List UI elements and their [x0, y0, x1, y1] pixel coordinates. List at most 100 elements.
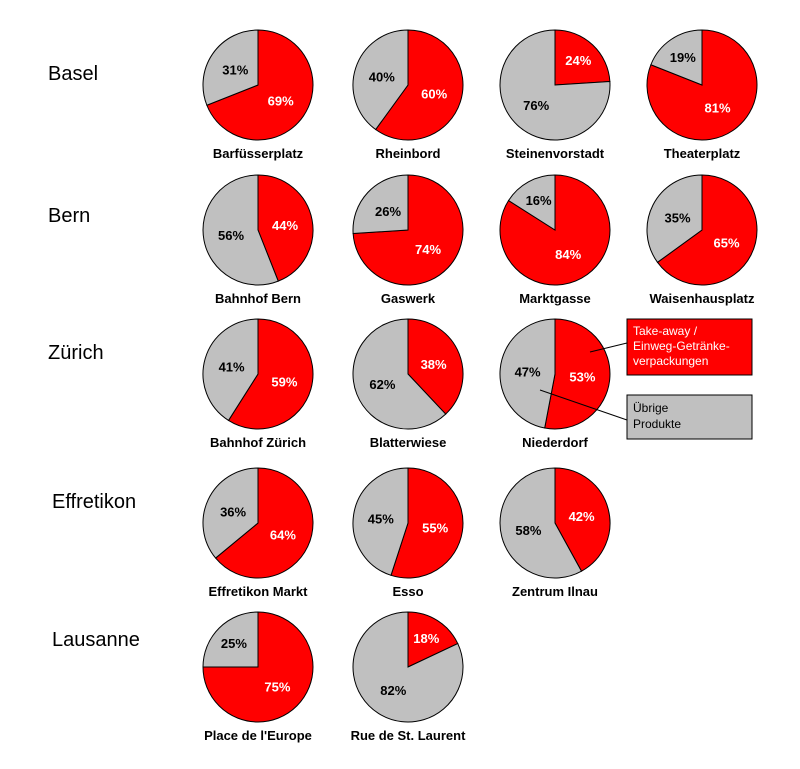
city-label-effretikon: Effretikon: [52, 491, 136, 513]
data-label-takeaway: 24%: [565, 53, 591, 68]
slice-other: [202, 29, 259, 106]
slice-other: [499, 467, 583, 579]
data-label-other: 25%: [221, 636, 247, 651]
slice-other: [507, 174, 556, 231]
slice-takeaway: [257, 174, 314, 282]
slice-takeaway: [544, 318, 611, 430]
site-label: Place de l'Europe: [204, 728, 312, 743]
data-label-takeaway: 64%: [270, 528, 296, 543]
pie-bahnhof-zurich: 59% 41% Bahnhof Zürich: [202, 318, 314, 450]
slice-other: [499, 318, 556, 429]
data-label-other: 26%: [375, 204, 401, 219]
data-label-takeaway: 65%: [713, 236, 739, 251]
slice-other: [202, 467, 259, 559]
slice-takeaway: [554, 467, 611, 572]
pie-marktgasse: 84% 16% Marktgasse: [499, 174, 611, 306]
data-label-takeaway: 74%: [415, 242, 441, 257]
site-label: Gaswerk: [381, 291, 436, 306]
pie-gaswerk: 74% 26% Gaswerk: [352, 174, 464, 306]
slice-other: [202, 318, 259, 422]
pie-blatterwiese: 38% 62% Blatterwiese: [352, 318, 464, 450]
slice-other: [202, 611, 259, 668]
data-label-other: 40%: [369, 70, 395, 85]
slice-other: [499, 29, 611, 141]
pie-zentrum-ilnau: 42% 58% Zentrum Ilnau: [499, 467, 611, 599]
data-label-takeaway: 81%: [704, 101, 730, 116]
slice-other: [202, 174, 279, 286]
data-label-other: 58%: [515, 523, 541, 538]
site-label: Effretikon Markt: [209, 584, 309, 599]
data-label-takeaway: 38%: [421, 357, 447, 372]
data-label-other: 31%: [222, 63, 248, 78]
pie-esso: 55% 45% Esso: [352, 467, 464, 599]
pie-theaterplatz: 81% 19% Theaterplatz: [646, 29, 758, 161]
data-label-takeaway: 84%: [555, 247, 581, 262]
pie-place-de-l-europe: 75% 25% Place de l'Europe: [202, 611, 314, 743]
site-label: Bahnhof Bern: [215, 291, 301, 306]
slice-takeaway: [214, 467, 314, 579]
legend-swatch-takeaway: [626, 318, 753, 376]
data-label-other: 56%: [218, 228, 244, 243]
slice-takeaway: [390, 467, 464, 579]
city-label-basel: Basel: [48, 63, 98, 85]
pie-steinenvorstadt: 24% 76% Steinenvorstadt: [499, 29, 611, 161]
pie-waisenhausplatz: 65% 35% Waisenhausplatz: [646, 174, 758, 306]
slice-takeaway: [407, 318, 464, 415]
site-label: Marktgasse: [519, 291, 591, 306]
data-label-other: 47%: [515, 364, 541, 379]
pie-rheinbord: 60% 40% Rheinbord: [352, 29, 464, 161]
pie-barfusserplatz: 69% 31% Barfüsserplatz: [202, 29, 314, 161]
pie-effretikon-markt: 64% 36% Effretikon Markt: [202, 467, 314, 599]
data-label-takeaway: 44%: [272, 218, 298, 233]
site-label: Zentrum Ilnau: [512, 584, 598, 599]
legend-label-takeaway: Einweg-Getränke-: [633, 339, 730, 353]
pie-bahnhof-bern: 44% 56% Bahnhof Bern: [202, 174, 314, 306]
data-label-other: 76%: [523, 98, 549, 113]
slice-takeaway: [554, 29, 611, 86]
data-label-takeaway: 18%: [413, 631, 439, 646]
slice-other: [650, 29, 703, 86]
legend-swatch-other: [626, 394, 753, 440]
slice-other: [646, 174, 703, 264]
city-label-bern: Bern: [48, 205, 90, 227]
data-label-other: 19%: [670, 50, 696, 65]
site-label: Steinenvorstadt: [506, 146, 605, 161]
pie-niederdorf: 53% 47% Niederdorf: [499, 318, 611, 450]
slice-takeaway: [656, 174, 758, 286]
slice-other: [352, 611, 464, 723]
data-label-takeaway: 42%: [569, 509, 595, 524]
data-label-takeaway: 69%: [268, 94, 294, 109]
site-label: Niederdorf: [522, 435, 588, 450]
slice-takeaway: [374, 29, 464, 141]
city-label-lausanne: Lausanne: [52, 629, 140, 651]
data-label-takeaway: 55%: [422, 520, 448, 535]
data-label-other: 16%: [526, 193, 552, 208]
data-label-takeaway: 60%: [421, 87, 447, 102]
legend-leader-other: [539, 389, 628, 421]
data-label-other: 41%: [219, 359, 245, 374]
site-label: Rue de St. Laurent: [351, 728, 467, 743]
data-label-other: 82%: [380, 683, 406, 698]
slice-other: [352, 318, 447, 430]
site-label: Waisenhausplatz: [650, 291, 755, 306]
site-label: Rheinbord: [376, 146, 441, 161]
legend-label-other: Produkte: [633, 417, 681, 431]
legend: Take-away /Einweg-Getränke-verpackungen Ü…: [539, 318, 753, 440]
legend-label-takeaway: verpackungen: [633, 354, 708, 368]
site-label: Theaterplatz: [664, 146, 741, 161]
site-label: Barfüsserplatz: [213, 146, 304, 161]
slice-other: [352, 467, 409, 576]
slice-takeaway: [407, 611, 459, 668]
data-label-other: 36%: [220, 504, 246, 519]
site-label: Esso: [392, 584, 423, 599]
data-label-takeaway: 53%: [569, 370, 595, 385]
legend-label-takeaway: Take-away /: [633, 324, 698, 338]
pie-rue-de-st-laurent: 18% 82% Rue de St. Laurent: [351, 611, 467, 743]
slice-takeaway: [227, 318, 314, 430]
data-label-takeaway: 59%: [271, 375, 297, 390]
site-label: Bahnhof Zürich: [210, 435, 306, 450]
legend-leader-takeaway: [589, 342, 628, 353]
legend-label-other: Übrige: [633, 401, 669, 415]
